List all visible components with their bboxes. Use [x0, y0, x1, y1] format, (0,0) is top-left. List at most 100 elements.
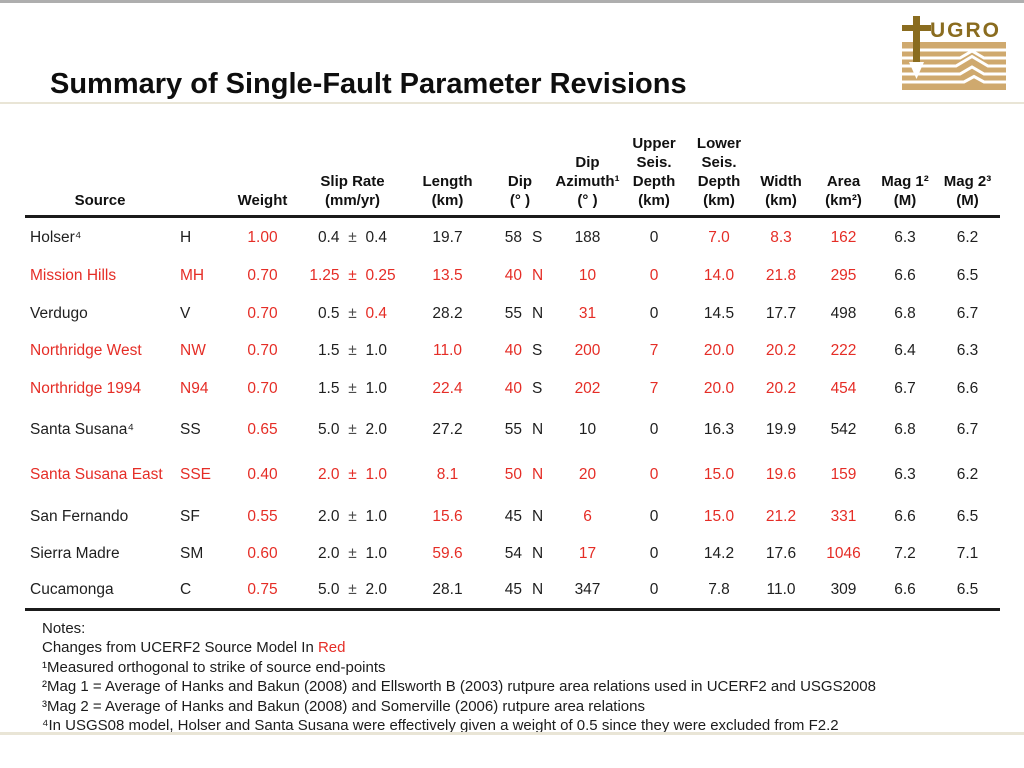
cell-weight: 0.65	[247, 420, 278, 438]
cell-lower-seis-depth: 16.3	[703, 420, 735, 438]
cell-weight: 0.60	[247, 545, 278, 562]
table-row: Santa Susana⁴ SS 0.65 5.0 ±2.0 27.2 55 N 10 0 16.3…	[25, 408, 1000, 452]
cell-area: 159	[830, 465, 857, 483]
dip-direction: N	[532, 465, 544, 483]
cell-source: Sierra Madre	[30, 545, 120, 562]
dip-angle: 55	[504, 420, 522, 438]
cell-lower-seis-depth: 15.0	[703, 507, 735, 525]
cell-width: 21.2	[765, 507, 797, 525]
cell-lower-seis-depth: 14.0	[703, 267, 735, 284]
cell-weight: 0.70	[247, 267, 278, 284]
col-header-dip: Dip (° )	[485, 115, 555, 218]
fault-parameters-table: Source Weight Slip Rate (mm/yr) Length (km) Di…	[25, 115, 1000, 611]
cell-lower-seis-depth: 15.0	[703, 465, 735, 483]
dip-angle: 45	[504, 581, 522, 599]
table-row: Mission Hills MH 0.70 1.25 ±0.25 13.5 40 N 10 0 14…	[25, 258, 1000, 295]
table-row: Northridge 1994 N94 0.70 1.5 ±1.0 22.4 40 S 202 7…	[25, 370, 1000, 408]
cell-area: 498	[830, 304, 857, 322]
dip-angle: 40	[504, 379, 522, 397]
cell-source: Holser⁴	[30, 228, 82, 246]
cell-dip-azimuth: 17	[578, 545, 597, 562]
cell-mag2: 6.6	[956, 379, 979, 397]
cell-dip-azimuth: 188	[574, 228, 601, 246]
plus-minus-sign: ±	[348, 342, 357, 359]
slip-value: 1.5	[317, 379, 340, 397]
dip-direction: S	[532, 342, 543, 359]
slip-value: 5.0	[317, 420, 340, 438]
cell-dip: 40 N	[485, 258, 555, 295]
cell-mag1: 6.3	[894, 228, 916, 246]
col-header-mag2: Mag 2³ (M)	[935, 115, 1000, 218]
cell-slip-rate: 2.0 ±1.0	[295, 536, 410, 573]
logo-f-dagger-icon	[902, 16, 931, 79]
cell-upper-seis-depth: 0	[649, 465, 659, 483]
note-3: ³Mag 2 = Average of Hanks and Bakun (200…	[42, 697, 645, 715]
cell-lower-seis-depth: 14.2	[703, 545, 735, 562]
cell-mag2: 6.2	[956, 228, 979, 246]
cell-abbr: SM	[180, 545, 204, 562]
table-row: Verdugo V 0.70 0.5 ±0.4 28.2 55 N 31 0 14.5 17.7 498…	[25, 295, 1000, 333]
dip-angle: 54	[504, 545, 522, 562]
plus-minus-sign: ±	[348, 545, 357, 562]
col-header-source: Source	[25, 115, 175, 218]
cell-source: Northridge West	[30, 342, 142, 359]
cell-dip: 58 S	[485, 217, 555, 258]
fugro-logo: UGRO	[902, 16, 1006, 90]
dip-angle: 58	[504, 228, 522, 246]
table-row: Holser⁴ H 1.00 0.4 ±0.4 19.7 58 S 188 0 7.0 8.3 162 6…	[25, 217, 1000, 258]
cell-dip-azimuth: 6	[583, 507, 592, 525]
dip-angle: 50	[504, 465, 522, 483]
cell-dip: 45 N	[485, 572, 555, 611]
col-header-area: Area (km²)	[812, 115, 875, 218]
cell-area: 162	[830, 228, 857, 246]
cell-mag1: 6.7	[894, 379, 916, 397]
cell-area: 542	[830, 420, 857, 438]
cell-abbr: N94	[180, 379, 209, 397]
cell-mag2: 6.7	[956, 304, 979, 322]
cell-source: Verdugo	[30, 304, 88, 322]
cell-upper-seis-depth: 0	[649, 420, 659, 438]
plus-minus-sign: ±	[348, 304, 357, 322]
cell-length: 22.4	[432, 379, 463, 397]
cell-dip-azimuth: 20	[578, 465, 597, 483]
cell-area: 222	[830, 342, 857, 359]
cell-slip-rate: 0.4 ±0.4	[295, 217, 410, 258]
cell-area: 1046	[826, 545, 861, 562]
page-title: Summary of Single-Fault Parameter Revisi…	[50, 68, 687, 100]
slip-uncertainty: 1.0	[365, 379, 388, 397]
bottom-divider	[0, 732, 1024, 735]
slip-value: 2.0	[317, 545, 340, 562]
table-header: Source Weight Slip Rate (mm/yr) Length (km) Di…	[25, 115, 1000, 218]
col-header-length: Length (km)	[410, 115, 485, 218]
cell-lower-seis-depth: 20.0	[703, 342, 735, 359]
cell-dip: 55 N	[485, 295, 555, 333]
cell-mag1: 6.3	[894, 465, 916, 483]
slip-uncertainty: 0.25	[365, 267, 396, 284]
slip-uncertainty: 1.0	[365, 465, 388, 483]
cell-mag2: 6.7	[956, 420, 979, 438]
cell-area: 309	[812, 572, 875, 611]
cell-mag1: 6.6	[894, 267, 916, 284]
cell-lower-seis-depth: 7.0	[708, 228, 730, 246]
cell-mag2: 7.1	[956, 545, 979, 562]
cell-length: 8.1	[436, 465, 459, 483]
slip-uncertainty: 0.4	[365, 228, 388, 246]
cell-weight: 1.00	[247, 228, 278, 246]
cell-width: 17.7	[765, 304, 797, 322]
cell-abbr: MH	[180, 267, 205, 284]
cell-mag2: 6.5	[956, 267, 979, 284]
cell-weight: 0.70	[247, 342, 278, 359]
cell-length: 13.5	[432, 267, 463, 284]
cell-weight: 0.40	[247, 465, 278, 483]
notes-title: Notes:	[42, 620, 86, 637]
cell-upper-seis-depth: 7	[649, 342, 659, 359]
cell-weight: 0.70	[247, 379, 278, 397]
cell-mag1: 6.6	[894, 507, 916, 525]
col-header-weight: Weight	[230, 115, 295, 218]
cell-dip-azimuth: 10	[578, 267, 597, 284]
cell-length: 19.7	[432, 228, 463, 246]
cell-upper-seis-depth: 0	[649, 507, 659, 525]
cell-mag1: 7.2	[894, 545, 916, 562]
slip-value: 5.0	[317, 581, 340, 599]
cell-slip-rate: 1.25 ±0.25	[295, 258, 410, 295]
